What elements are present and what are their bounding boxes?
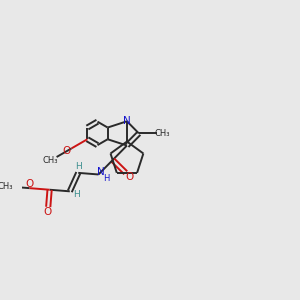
- Text: O: O: [63, 146, 71, 156]
- Text: H: H: [103, 174, 109, 183]
- Text: O: O: [44, 207, 52, 218]
- Text: CH₃: CH₃: [42, 156, 58, 165]
- Text: O: O: [126, 172, 134, 182]
- Text: CH₃: CH₃: [0, 182, 14, 191]
- Text: N: N: [98, 167, 105, 177]
- Text: O: O: [25, 178, 34, 188]
- Text: N: N: [123, 116, 131, 126]
- Text: H: H: [73, 190, 80, 199]
- Text: H: H: [75, 162, 82, 171]
- Text: CH₃: CH₃: [155, 129, 170, 138]
